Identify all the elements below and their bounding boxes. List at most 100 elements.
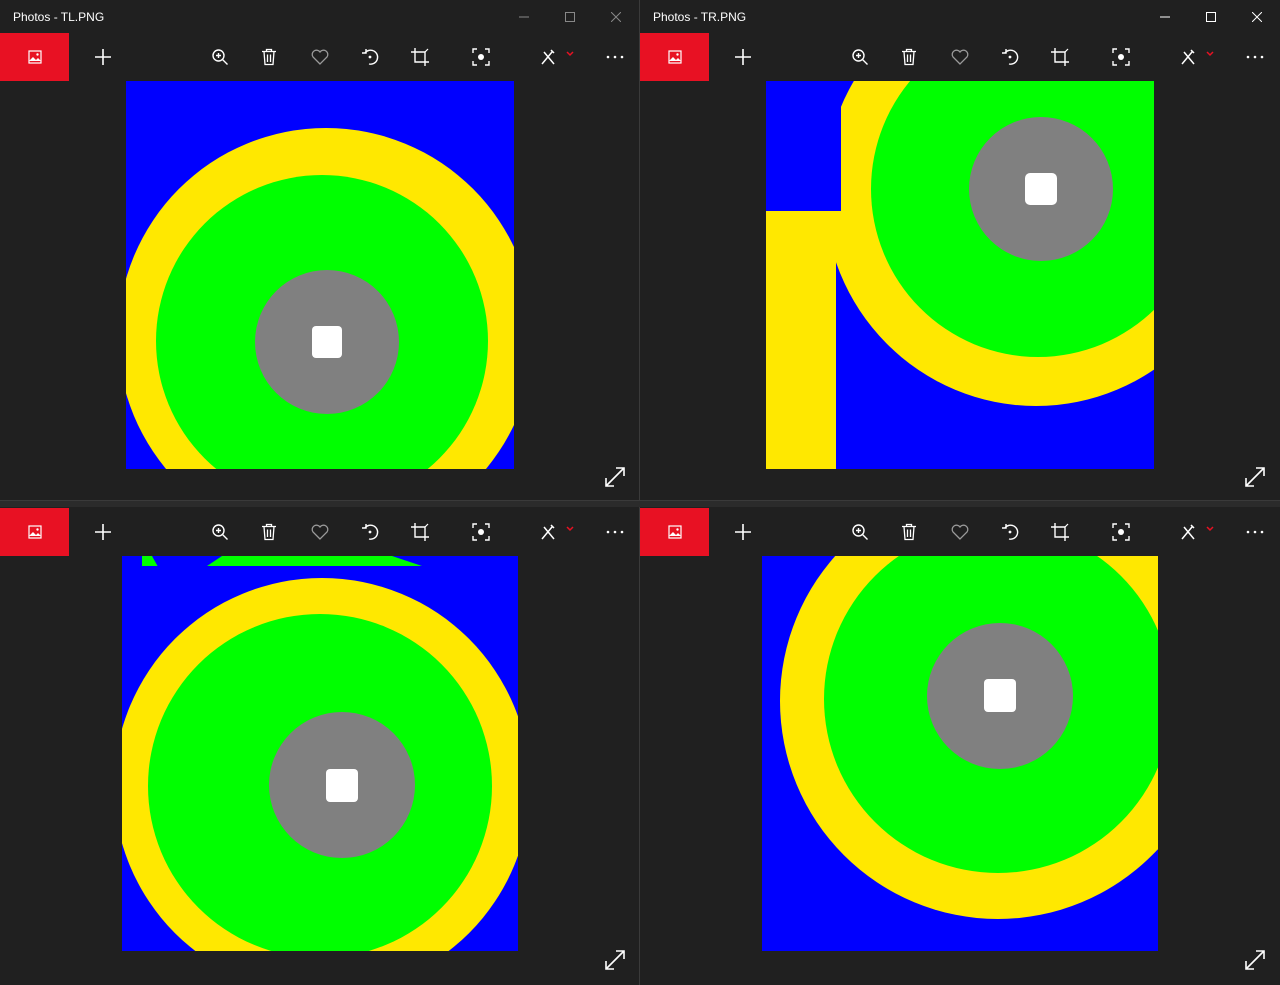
zoom-button[interactable] (840, 33, 880, 81)
zoom-in-icon (852, 49, 868, 65)
edit-draw-icon (541, 524, 574, 540)
edit-create-button[interactable] (529, 508, 585, 556)
crop-icon (1051, 523, 1069, 541)
ellipsis-icon (1246, 530, 1264, 534)
plus-icon (735, 49, 751, 65)
close-button[interactable] (1234, 0, 1280, 33)
crop-button[interactable] (1040, 33, 1080, 81)
trash-icon (262, 48, 276, 66)
rotate-button[interactable] (990, 33, 1030, 81)
face-detect-button[interactable] (461, 508, 501, 556)
minimize-button[interactable] (1142, 0, 1188, 33)
crop-icon (411, 523, 429, 541)
home-button[interactable] (0, 33, 69, 81)
plus-icon (95, 49, 111, 65)
window-divider-vertical (639, 0, 640, 985)
zoom-button[interactable] (840, 508, 880, 556)
close-icon (1252, 11, 1262, 22)
maximize-button[interactable] (547, 0, 593, 33)
toolbar (640, 33, 1280, 81)
home-button[interactable] (640, 33, 709, 81)
image-icon (667, 525, 682, 539)
add-button[interactable] (83, 33, 123, 81)
add-button[interactable] (83, 508, 123, 556)
edit-create-button[interactable] (529, 33, 585, 81)
zoom-button[interactable] (200, 33, 240, 81)
photos-window-tl: Photos - TL.PNG (0, 0, 639, 500)
plus-icon (95, 524, 111, 540)
rotate-button[interactable] (350, 508, 390, 556)
favorite-button[interactable] (940, 508, 980, 556)
crop-button[interactable] (1040, 508, 1080, 556)
face-detect-button[interactable] (461, 33, 501, 81)
photo-viewer[interactable] (122, 556, 518, 951)
more-button[interactable] (1235, 33, 1275, 81)
photo-image (762, 556, 1158, 951)
home-button[interactable] (640, 508, 709, 556)
expand-icon[interactable] (604, 949, 626, 971)
title-bar[interactable]: Photos - TL.PNG (0, 0, 639, 33)
toolbar (0, 33, 639, 81)
close-button[interactable] (593, 0, 639, 33)
home-button[interactable] (0, 508, 69, 556)
photo-viewer[interactable] (126, 81, 514, 469)
photo-viewer[interactable] (762, 556, 1158, 951)
window-title: Photos - TL.PNG (13, 10, 105, 24)
zoom-in-icon (212, 49, 228, 65)
zoom-button[interactable] (200, 508, 240, 556)
maximize-button[interactable] (1188, 0, 1234, 33)
add-button[interactable] (723, 33, 763, 81)
image-icon (27, 525, 42, 539)
rotate-button[interactable] (990, 508, 1030, 556)
heart-icon (311, 524, 329, 540)
minimize-button[interactable] (501, 0, 547, 33)
face-scan-icon (472, 523, 490, 541)
photo-viewer[interactable] (766, 81, 1154, 469)
toolbar (640, 508, 1280, 556)
rotate-icon (362, 524, 379, 540)
favorite-button[interactable] (300, 33, 340, 81)
face-detect-button[interactable] (1101, 33, 1141, 81)
zoom-in-icon (852, 524, 868, 540)
favorite-button[interactable] (300, 508, 340, 556)
maximize-icon (565, 11, 575, 22)
title-bar[interactable]: Photos - TR.PNG (640, 0, 1280, 33)
edit-create-button[interactable] (1169, 508, 1225, 556)
rotate-icon (1002, 49, 1019, 65)
face-scan-icon (472, 48, 490, 66)
face-detect-button[interactable] (1101, 508, 1141, 556)
delete-button[interactable] (889, 508, 929, 556)
add-button[interactable] (723, 508, 763, 556)
window-title: Photos - TR.PNG (653, 10, 747, 24)
delete-button[interactable] (889, 33, 929, 81)
more-button[interactable] (595, 33, 635, 81)
toolbar (0, 508, 639, 556)
photo-image (122, 556, 518, 951)
delete-button[interactable] (249, 33, 289, 81)
crop-button[interactable] (400, 33, 440, 81)
expand-icon[interactable] (604, 466, 626, 488)
trash-icon (902, 523, 916, 541)
expand-icon[interactable] (1244, 466, 1266, 488)
ellipsis-icon (606, 530, 624, 534)
heart-icon (311, 49, 329, 65)
ellipsis-icon (606, 55, 624, 59)
photos-window-bl (0, 507, 639, 985)
face-scan-icon (1112, 523, 1130, 541)
rotate-button[interactable] (350, 33, 390, 81)
edit-draw-icon (1181, 524, 1214, 540)
more-button[interactable] (1235, 508, 1275, 556)
favorite-button[interactable] (940, 33, 980, 81)
crop-button[interactable] (400, 508, 440, 556)
photos-window-tr: Photos - TR.PNG (640, 0, 1280, 500)
more-button[interactable] (595, 508, 635, 556)
minimize-icon (519, 16, 529, 17)
delete-button[interactable] (249, 508, 289, 556)
image-icon (667, 50, 682, 64)
crop-icon (1051, 48, 1069, 66)
trash-icon (902, 48, 916, 66)
edit-create-button[interactable] (1169, 33, 1225, 81)
ellipsis-icon (1246, 55, 1264, 59)
minimize-icon (1160, 16, 1170, 17)
expand-icon[interactable] (1244, 949, 1266, 971)
